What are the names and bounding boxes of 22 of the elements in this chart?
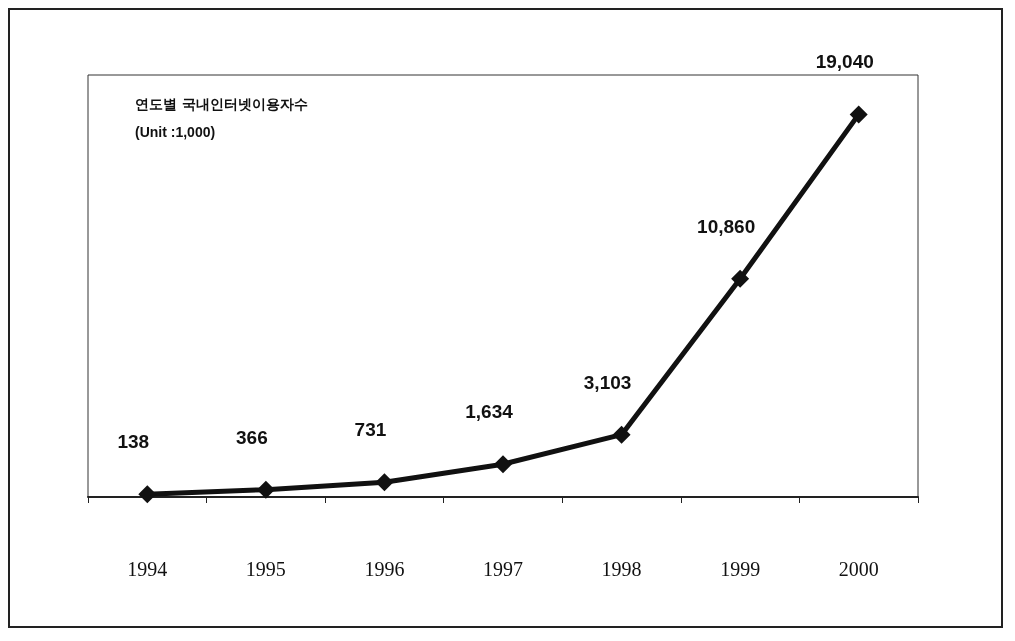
point bbox=[849, 105, 868, 124]
x-tick-label: 1999 bbox=[720, 558, 761, 580]
data-label: 10,860 bbox=[697, 215, 756, 237]
point bbox=[612, 425, 631, 444]
chart-title: 연도별 국내인터넷이용자수 bbox=[135, 96, 308, 112]
data-label: 138 bbox=[117, 431, 150, 453]
point bbox=[494, 455, 512, 474]
data-label: 366 bbox=[236, 426, 268, 448]
data-label: 3,103 bbox=[583, 371, 632, 393]
data-label: 1,634 bbox=[465, 401, 514, 423]
point bbox=[731, 269, 750, 288]
x-tick-label: 1998 bbox=[601, 558, 642, 580]
data-label: 731 bbox=[354, 419, 387, 441]
point bbox=[256, 480, 275, 499]
x-tick-label: 1997 bbox=[483, 558, 523, 580]
x-tick-label: 1995 bbox=[245, 558, 286, 580]
data-label: 19,040 bbox=[815, 51, 874, 73]
x-tick-label: 2000 bbox=[838, 558, 879, 580]
x-tick-label: 1996 bbox=[364, 558, 405, 580]
text: (Unit :1,000) bbox=[135, 124, 216, 140]
x-tick-label: 1994 bbox=[127, 558, 168, 580]
point bbox=[375, 473, 394, 492]
